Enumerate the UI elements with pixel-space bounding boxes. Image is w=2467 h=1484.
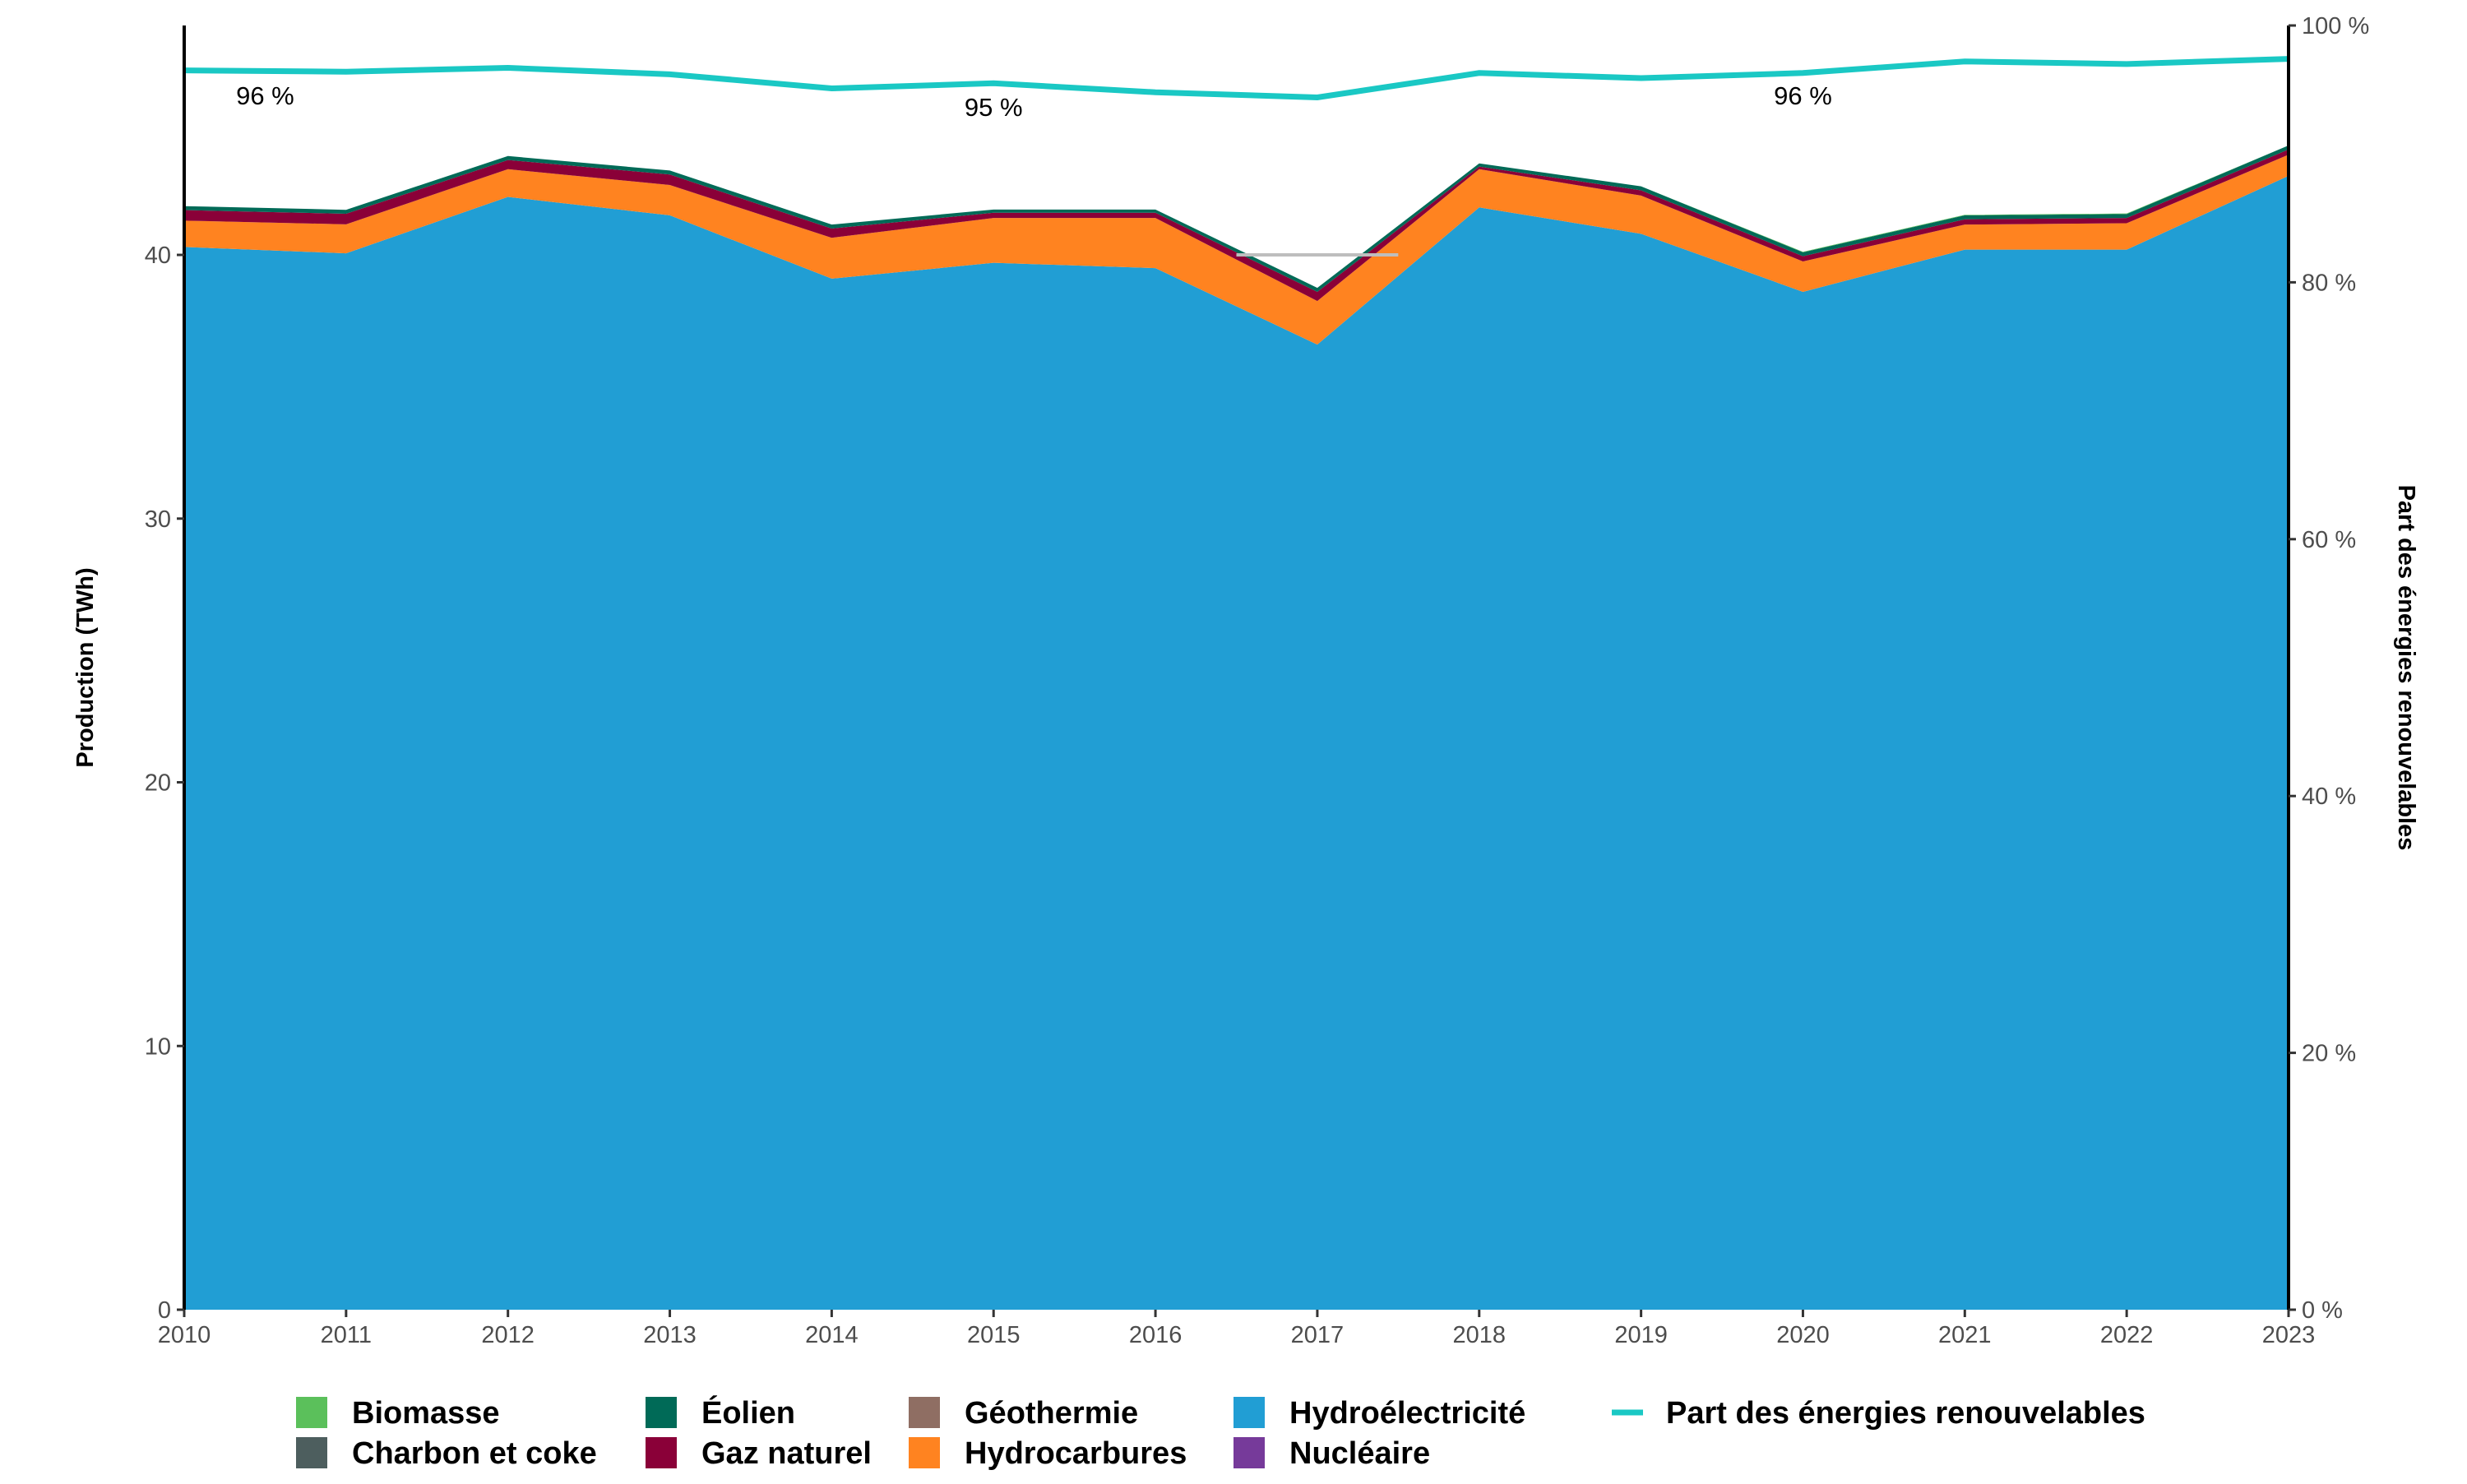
x-tick-label: 2020 (1776, 1322, 1830, 1348)
area-hydrocarbures (184, 155, 2289, 345)
y2-tick-label: 0 % (2302, 1297, 2343, 1324)
y2-tick-label: 60 % (2302, 527, 2356, 553)
legend-key-nucleaire (1234, 1437, 1265, 1468)
legend: Biomasse Charbon et coke Éolien Gaz naturel… (296, 1394, 2145, 1471)
annotation-label: 96 % (1774, 81, 1832, 110)
legend-label: Biomasse (352, 1396, 500, 1431)
legend-label: Gaz naturel (701, 1436, 872, 1471)
x-tick-label: 2019 (1614, 1322, 1668, 1348)
y2-tick-label: 100 % (2302, 13, 2369, 39)
x-tick-label: 2015 (967, 1322, 1021, 1348)
legend-label: Part des énergies renouvelables (1666, 1396, 2145, 1431)
renewable-share-line (183, 56, 2289, 100)
y2-axis-title: Part des énergies renouvelables (2393, 485, 2419, 851)
legend-key-geothermie (909, 1397, 940, 1428)
stacked-areas (184, 145, 2289, 1311)
legend-label: Éolien (701, 1394, 795, 1431)
y-tick-label: 20 (145, 770, 171, 797)
x-tick-label: 2011 (321, 1322, 372, 1348)
legend-label: Hydroélectricité (1289, 1396, 1525, 1431)
area-hydroelectricite (184, 175, 2289, 1311)
legend-label: Charbon et coke (352, 1436, 597, 1471)
x-tick-label: 2013 (643, 1322, 697, 1348)
y-tick-label: 30 (145, 506, 171, 533)
x-tick-label: 2023 (2262, 1322, 2316, 1348)
x-tick-label: 2021 (1938, 1322, 1992, 1348)
x-tick-label: 2016 (1129, 1322, 1183, 1348)
x-tick-label: 2012 (481, 1322, 535, 1348)
legend-label: Nucléaire (1289, 1436, 1430, 1471)
axes: 0 10 20 30 40 0 % 20 % 40 % 60 % 80 % 100 % 2010 201… (72, 13, 2419, 1348)
legend-key-hydroelectricite (1234, 1397, 1265, 1428)
annotations: 96 % 95 % 96 % (236, 81, 1832, 122)
x-tick-label: 2014 (805, 1322, 859, 1348)
legend-key-charbon-et-coke (296, 1437, 327, 1468)
annotation-label: 96 % (236, 81, 294, 110)
y-tick-label: 10 (145, 1033, 171, 1060)
x-tick-label: 2017 (1291, 1322, 1345, 1348)
legend-key-biomasse (296, 1397, 327, 1428)
y-tick-label: 40 (145, 243, 171, 269)
legend-key-hydrocarbures (909, 1437, 940, 1468)
line-renewable-share (183, 56, 2289, 100)
x-tick-label: 2022 (2100, 1322, 2154, 1348)
legend-key-eolien (646, 1397, 677, 1428)
y2-tick-label: 40 % (2302, 784, 2356, 810)
x-tick-label: 2010 (158, 1322, 211, 1348)
legend-label: Géothermie (965, 1396, 1138, 1431)
y-tick-label: 0 (158, 1297, 171, 1324)
y-axis-title: Production (TWh) (72, 567, 99, 767)
x-tick-label: 2018 (1453, 1322, 1507, 1348)
annotation-label: 95 % (965, 93, 1023, 122)
legend-key-gaz-naturel (646, 1437, 677, 1468)
y2-tick-label: 80 % (2302, 270, 2356, 296)
legend-label: Hydrocarbures (965, 1436, 1187, 1471)
y2-tick-label: 20 % (2302, 1041, 2356, 1067)
